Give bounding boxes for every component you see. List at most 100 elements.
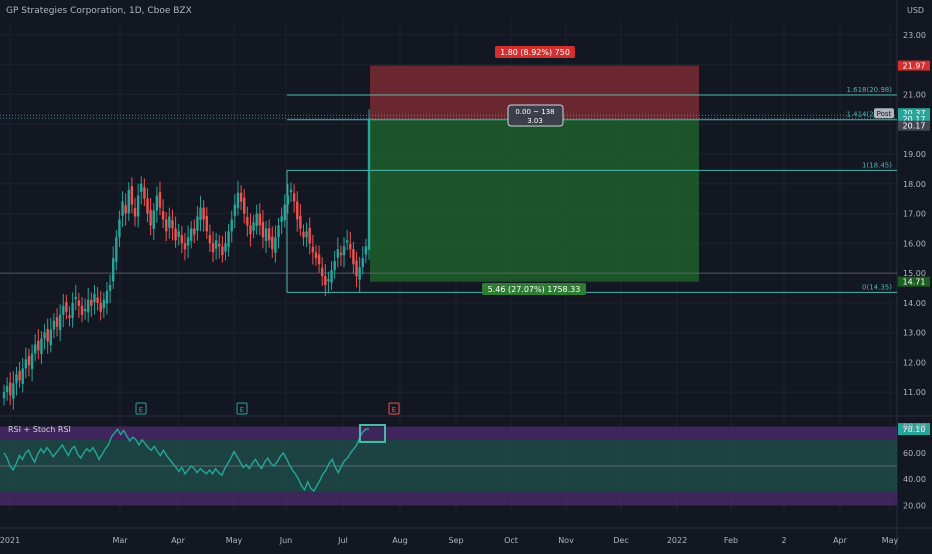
candle-body bbox=[2, 392, 6, 399]
price-tick-label: 17.00 bbox=[903, 210, 926, 219]
candle-body bbox=[168, 216, 171, 228]
candle-body bbox=[186, 237, 190, 246]
candle-body bbox=[18, 370, 21, 381]
candle-body bbox=[65, 302, 68, 312]
candle-body bbox=[9, 382, 12, 396]
time-tick-label: 2 bbox=[781, 536, 786, 545]
candle-body bbox=[77, 300, 81, 306]
candle-body bbox=[243, 198, 246, 214]
rsi-tick-label: 40.00 bbox=[903, 475, 926, 484]
candle-body bbox=[208, 234, 212, 244]
candle-body bbox=[33, 344, 37, 354]
price-tick-label: 15.00 bbox=[903, 269, 926, 278]
candle-body bbox=[364, 246, 368, 255]
take-profit-zone bbox=[370, 119, 699, 282]
price-tick-label: 13.00 bbox=[903, 329, 926, 338]
candle-body bbox=[37, 340, 40, 351]
candle-body bbox=[87, 299, 90, 313]
candle-body bbox=[280, 216, 283, 222]
center-label-bg bbox=[507, 104, 564, 127]
candle-body bbox=[115, 237, 118, 262]
candle-body bbox=[258, 213, 262, 226]
candle-body bbox=[274, 237, 277, 253]
candle-body bbox=[261, 221, 265, 238]
horizontal-lines bbox=[0, 114, 897, 274]
candle-body bbox=[311, 246, 315, 253]
price-badge bbox=[898, 60, 930, 71]
candle-body bbox=[27, 355, 31, 366]
candle-body bbox=[358, 267, 361, 280]
candle-body bbox=[102, 299, 106, 309]
candle-body bbox=[177, 231, 180, 237]
candle-body bbox=[174, 228, 177, 241]
candle-body bbox=[224, 243, 227, 252]
earnings-marker bbox=[135, 402, 147, 415]
candle-body bbox=[249, 225, 252, 235]
earnings-marker-label: E bbox=[139, 406, 143, 414]
time-tick-label: Sep bbox=[448, 536, 463, 545]
price-axis[interactable]: 23.0022.0021.0020.0019.0018.0017.0016.00… bbox=[874, 31, 930, 511]
price-badge-label: 21.97 bbox=[903, 62, 926, 71]
time-axis[interactable]: 2021 Mar Apr May Jun Jul Aug Sep Oct Nov Dec 2022 Fe… bbox=[0, 536, 899, 545]
stop-label-bg bbox=[495, 46, 575, 58]
price-badge-label: 20.17 bbox=[903, 122, 926, 131]
candle-body bbox=[230, 219, 233, 232]
candle-body bbox=[155, 195, 159, 211]
candle-body bbox=[62, 305, 65, 315]
candle-body bbox=[345, 240, 349, 243]
candle-body bbox=[277, 225, 280, 238]
candle-body bbox=[352, 249, 355, 265]
candle-body bbox=[136, 195, 140, 217]
currency-label: USD bbox=[907, 6, 924, 15]
candle-body bbox=[12, 383, 15, 399]
rsi-panel: RSI + Stoch RSI 78.10 bbox=[0, 423, 930, 506]
candle-body bbox=[324, 276, 327, 285]
position-labels: 1.80 (8.92%) 750 5.46 (27.07%) 1758.33 0.0… bbox=[482, 46, 586, 295]
time-tick-label: Apr bbox=[833, 536, 848, 545]
candle-body bbox=[24, 359, 28, 369]
candle-body bbox=[189, 228, 193, 241]
candle-body bbox=[127, 189, 130, 214]
candle-body bbox=[302, 231, 305, 238]
candle-body bbox=[255, 213, 258, 227]
center-label-1: 0.00 ~ 138 bbox=[515, 108, 554, 116]
candle-body bbox=[108, 284, 112, 291]
price-badge-label: 20.17 bbox=[903, 115, 926, 124]
candle-body bbox=[55, 317, 59, 327]
time-tick-label: Jul bbox=[337, 536, 348, 545]
fib-level-label: 1(18.45) bbox=[862, 161, 892, 169]
candle-body bbox=[193, 228, 196, 235]
time-tick-label: Mar bbox=[112, 536, 128, 545]
candle-body bbox=[317, 254, 321, 265]
price-badge bbox=[898, 108, 930, 119]
post-tag-label: Post bbox=[877, 110, 892, 118]
rsi-highlight-box bbox=[359, 424, 386, 443]
chart-title: GP Strategies Corporation, 1D, Cboe BZX bbox=[6, 6, 192, 16]
rsi-title: RSI + Stoch RSI bbox=[8, 425, 71, 434]
candle-body bbox=[227, 231, 230, 247]
price-badge bbox=[898, 114, 930, 125]
candle-body bbox=[355, 260, 358, 277]
candle-body bbox=[267, 228, 271, 241]
candle-body bbox=[5, 386, 9, 393]
fib-level-label: 1.414(20.15) bbox=[846, 111, 892, 119]
candle-body bbox=[71, 302, 74, 318]
price-tick-label: 23.00 bbox=[903, 31, 926, 40]
price-tick-label: 18.00 bbox=[903, 180, 926, 189]
time-tick-label: 2021 bbox=[0, 536, 20, 545]
time-tick-label: Apr bbox=[171, 536, 186, 545]
time-tick-label: Nov bbox=[558, 536, 574, 545]
candle-body bbox=[211, 243, 215, 253]
time-tick-label: Jun bbox=[279, 536, 293, 545]
candle-body bbox=[90, 299, 93, 306]
target-label-bg bbox=[482, 283, 586, 295]
price-badge bbox=[898, 120, 930, 131]
rsi-tick-label: 60.00 bbox=[903, 449, 926, 458]
candle-body bbox=[349, 243, 352, 250]
candle-body bbox=[218, 243, 221, 247]
earnings-marker-label: E bbox=[240, 406, 244, 414]
fib-retracement[interactable]: 1.618(20.98) 1.414(20.15) 1(18.45) 0(14.35) bbox=[286, 86, 897, 293]
